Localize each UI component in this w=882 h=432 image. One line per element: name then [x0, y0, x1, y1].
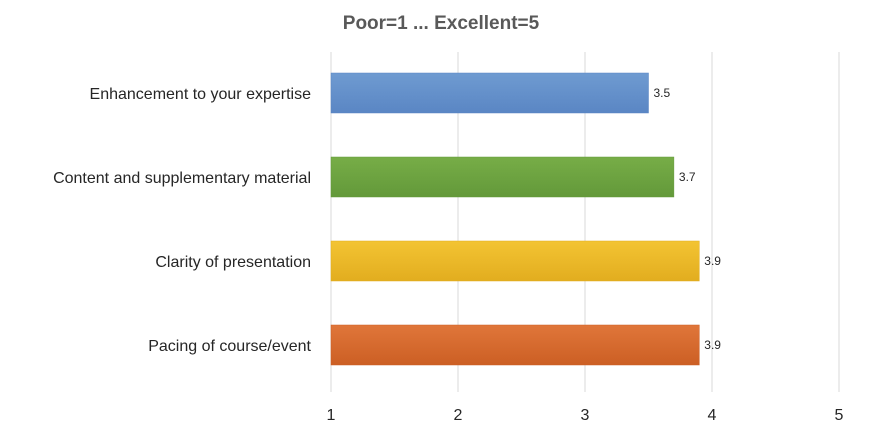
- value-label: 3.9: [704, 254, 721, 268]
- category-labels: Enhancement to your expertise Content and…: [53, 86, 311, 355]
- chart-title: Poor=1 ... Excellent=5: [343, 13, 540, 34]
- value-label: 3.7: [679, 170, 696, 184]
- bar: [330, 240, 700, 282]
- x-tick-label: 1: [327, 407, 336, 424]
- bar: [330, 72, 649, 114]
- value-label: 3.5: [654, 86, 671, 100]
- x-tick-label: 3: [581, 407, 590, 424]
- bar: [330, 324, 700, 366]
- x-axis-ticks: 1 2 3 4 5: [327, 407, 844, 424]
- value-label: 3.9: [704, 338, 721, 352]
- x-tick-label: 5: [835, 407, 844, 424]
- category-label: Pacing of course/event: [148, 338, 311, 355]
- bars: [330, 72, 700, 366]
- category-label: Content and supplementary material: [53, 170, 311, 187]
- data-labels: 3.5 3.7 3.9 3.9: [654, 86, 722, 352]
- category-label: Clarity of presentation: [155, 254, 311, 271]
- x-tick-label: 4: [708, 407, 717, 424]
- bar: [330, 156, 675, 198]
- category-label: Enhancement to your expertise: [90, 86, 312, 103]
- x-tick-label: 2: [454, 407, 463, 424]
